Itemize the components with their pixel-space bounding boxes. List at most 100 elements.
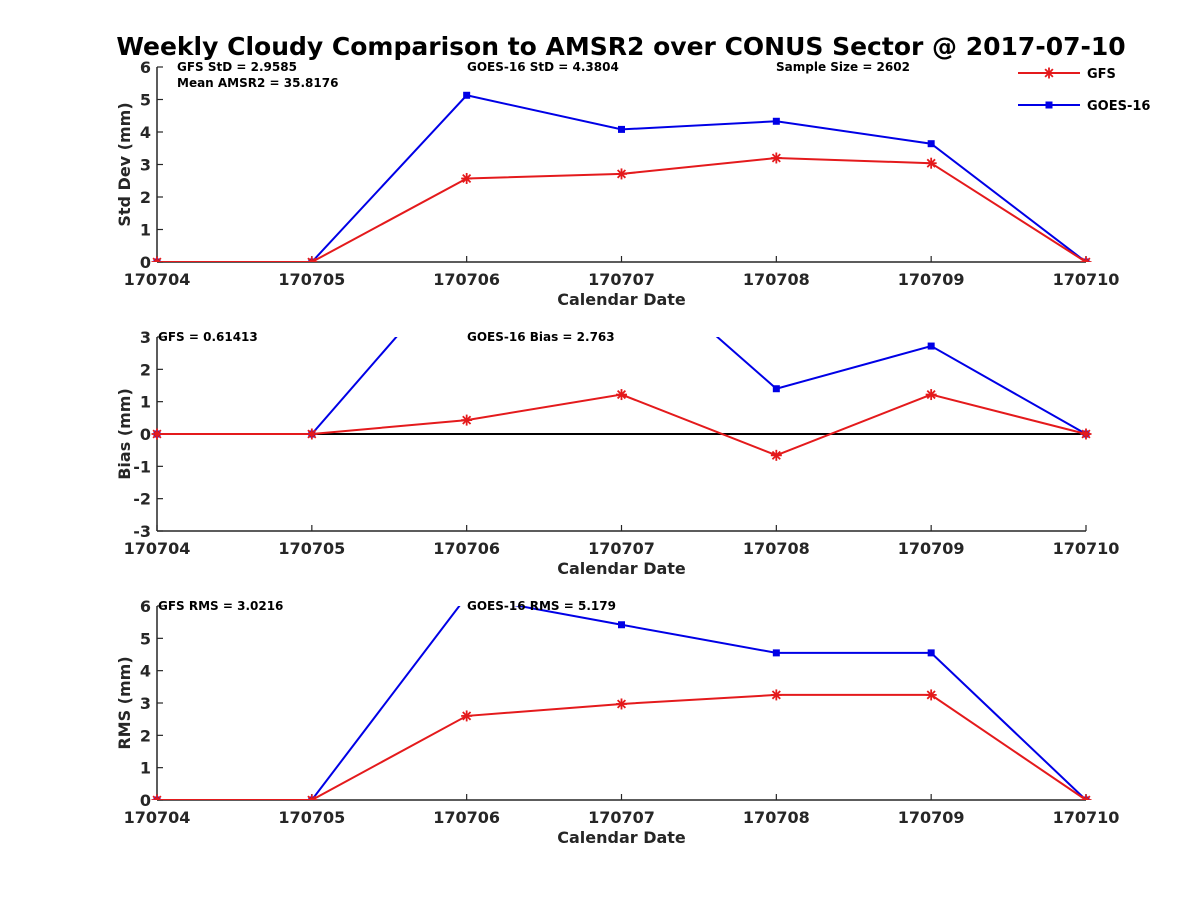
data-point-gfs: [306, 428, 318, 440]
y-tick-label: 5: [140, 629, 151, 648]
x-tick-label: 170706: [433, 270, 500, 289]
data-point-goes-16: [927, 342, 935, 350]
legend-label-goes16: GOES-16: [1087, 99, 1150, 114]
legend: GFS GOES-16: [1018, 67, 1150, 114]
data-point-gfs: [770, 449, 782, 461]
x-tick-label: 170709: [898, 270, 965, 289]
x-tick-label: 170705: [278, 270, 345, 289]
rms-panel: 0 1 2 3 4 5 6 170704 170705 170706 170707 170708 170…: [115, 597, 1120, 847]
x-tick-label: 170705: [278, 808, 345, 827]
data-point-gfs: [461, 414, 473, 426]
x-tick-label: 170708: [743, 270, 810, 289]
data-point-gfs: [306, 794, 318, 800]
data-point-goes-16: [772, 385, 780, 393]
y-tick-label: 5: [140, 91, 151, 110]
data-point-goes-16: [618, 125, 625, 133]
data-point-gfs: [461, 172, 473, 184]
data-point-gfs: [770, 689, 782, 701]
x-tick-label: 170706: [433, 808, 500, 827]
y-tick-label: 6: [140, 597, 151, 616]
y-tick-label: 0: [140, 425, 151, 444]
y-tick-label: -3: [133, 522, 151, 541]
x-tick-label: 170708: [743, 808, 810, 827]
x-tick-label: 170707: [588, 808, 655, 827]
x-tick-label: 170710: [1053, 270, 1120, 289]
data-point-gfs: [925, 389, 937, 401]
data-point-goes-16: [772, 649, 780, 657]
data-point-gfs: [616, 698, 627, 710]
series-line-gfs: [157, 693, 1087, 800]
y-tick-label: 0: [140, 253, 151, 272]
x-tick-label: 170709: [898, 808, 965, 827]
data-point-gfs: [770, 152, 782, 164]
legend-label-gfs: GFS: [1087, 67, 1116, 82]
data-point-gfs: [151, 428, 163, 440]
x-tick-label: 170704: [124, 808, 191, 827]
annotation-gfs-0-61413: GFS = 0.61413: [158, 330, 258, 344]
data-point-goes-16: [927, 140, 935, 148]
y-tick-label: 2: [140, 726, 151, 745]
y-tick-label: 6: [140, 58, 151, 77]
data-point-goes-16: [772, 117, 780, 125]
data-point-gfs: [151, 256, 163, 262]
y-tick-label: 2: [140, 360, 151, 379]
annotation-gfs-rms-3-0216: GFS RMS = 3.0216: [158, 599, 283, 613]
y-tick-label: 4: [140, 662, 151, 681]
y-tick-label: 1: [140, 759, 151, 778]
y-tick-label: 3: [140, 694, 151, 713]
data-point-gfs: [925, 689, 937, 701]
annotation-sample-size-2602: Sample Size = 2602: [776, 60, 910, 74]
data-point-gfs: [616, 389, 627, 401]
y-tick-label: 3: [140, 156, 151, 175]
y-tick-label: -1: [133, 457, 151, 476]
y-tick-label: 4: [140, 123, 151, 142]
data-point-goes-16: [618, 621, 625, 629]
y-tick-label: 1: [140, 221, 151, 240]
x-tick-label: 170710: [1053, 539, 1120, 558]
data-point-goes-16: [463, 91, 471, 99]
annotation-goes-16-bias-2-763: GOES-16 Bias = 2.763: [467, 330, 615, 344]
y-tick-label: 2: [140, 188, 151, 207]
legend-marker-symbol: [1043, 67, 1055, 79]
x-tick-label: 170706: [433, 539, 500, 558]
y-tick-label: 3: [140, 328, 151, 347]
legend-marker-goes16: [1045, 101, 1053, 109]
data-point-gfs: [925, 157, 937, 169]
legend-marker-gfs: [1043, 67, 1055, 79]
annotation-mean-amsr2-35-8176: Mean AMSR2 = 35.8176: [177, 76, 338, 90]
annotation-goes-16-rms-5-179: GOES-16 RMS = 5.179: [467, 599, 616, 613]
annotation-goes-16-std-4-3804: GOES-16 StD = 4.3804: [467, 60, 619, 74]
x-tick-label: 170707: [588, 539, 655, 558]
x-axis-label: Calendar Date: [557, 559, 686, 578]
legend-marker-symbol: [1045, 101, 1053, 109]
legend-entry-goes16: GOES-16: [1018, 99, 1150, 114]
data-point-goes-16: [927, 649, 935, 657]
chart-title: Weekly Cloudy Comparison to AMSR2 over C…: [116, 32, 1125, 61]
y-axis-label: Bias (mm): [115, 388, 134, 480]
annotation-gfs-std-2-9585: GFS StD = 2.9585: [177, 60, 297, 74]
x-tick-label: 170710: [1053, 808, 1120, 827]
x-tick-label: 170705: [278, 539, 345, 558]
y-tick-label: 0: [140, 791, 151, 810]
legend-entry-gfs: GFS: [1018, 67, 1116, 82]
x-tick-label: 170707: [588, 270, 655, 289]
x-axis-label: Calendar Date: [557, 828, 686, 847]
data-point-gfs: [461, 710, 473, 722]
x-tick-label: 170709: [898, 539, 965, 558]
y-tick-label: 1: [140, 393, 151, 412]
x-tick-label: 170708: [743, 539, 810, 558]
bias-panel: -3 -2 -1 0 1 2 3 170704 170705 170706 170707 170708…: [115, 328, 1120, 578]
data-point-gfs: [1080, 794, 1092, 800]
x-axis-label: Calendar Date: [557, 290, 686, 309]
series-gfs: [151, 689, 1092, 800]
data-point-gfs: [1080, 428, 1092, 440]
data-point-gfs: [306, 256, 318, 262]
y-tick-label: -2: [133, 490, 151, 509]
data-point-gfs: [151, 794, 163, 800]
y-axis-label: RMS (mm): [115, 656, 134, 749]
data-point-gfs: [616, 168, 627, 180]
y-axis-label: Std Dev (mm): [115, 102, 134, 226]
std-dev-panel: 0 1 2 3 4 5 6 170704 170705 170706 170707 170708 170…: [115, 58, 1119, 309]
series-gfs: [151, 389, 1092, 461]
